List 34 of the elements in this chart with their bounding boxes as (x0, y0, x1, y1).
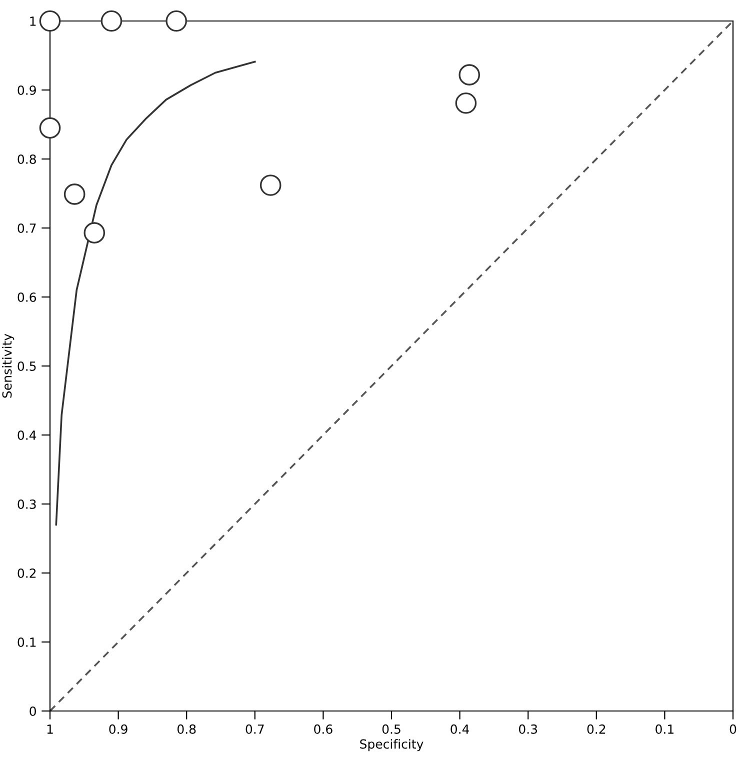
y-tick-label: 0.2 (18, 568, 36, 578)
x-tick-label: 0.1 (656, 724, 674, 734)
x-tick-label: 0.7 (246, 724, 264, 734)
x-tick-label: 0 (730, 724, 736, 734)
y-tick-label: 0 (30, 706, 36, 716)
x-tick-label: 0.6 (314, 724, 332, 734)
x-axis-title: Specificity (360, 739, 424, 752)
x-tick-label: 0.9 (109, 724, 128, 734)
y-tick-label: 0.8 (18, 154, 36, 164)
point (64, 184, 86, 205)
x-tick-label: 0.4 (450, 724, 470, 734)
point (39, 117, 61, 139)
point (100, 10, 122, 32)
y-tick-label: 0.9 (18, 85, 36, 95)
x-tick-label: 0.3 (518, 724, 538, 734)
line-series (55, 60, 256, 526)
point (260, 174, 282, 196)
point (84, 222, 106, 244)
y-tick-label: 0.7 (18, 223, 36, 233)
y-tick-label: 1 (30, 16, 36, 26)
point (166, 10, 188, 32)
x-tick-label: 0.2 (587, 724, 606, 734)
x-tick-label: 0.8 (177, 724, 196, 734)
point (39, 10, 61, 32)
y-tick-label: 0.6 (18, 292, 36, 302)
x-tick-label: 1 (47, 724, 53, 734)
y-tick-label: 0.3 (18, 499, 36, 509)
y-tick-label: 0.1 (18, 637, 36, 647)
y-tick-label: 0.4 (18, 430, 36, 440)
y-tick-label: 0.5 (18, 361, 36, 371)
point (455, 92, 477, 114)
y-axis-title: Sensitivity (2, 334, 14, 398)
x-tick-label: 0.5 (382, 724, 400, 734)
point (458, 64, 480, 86)
